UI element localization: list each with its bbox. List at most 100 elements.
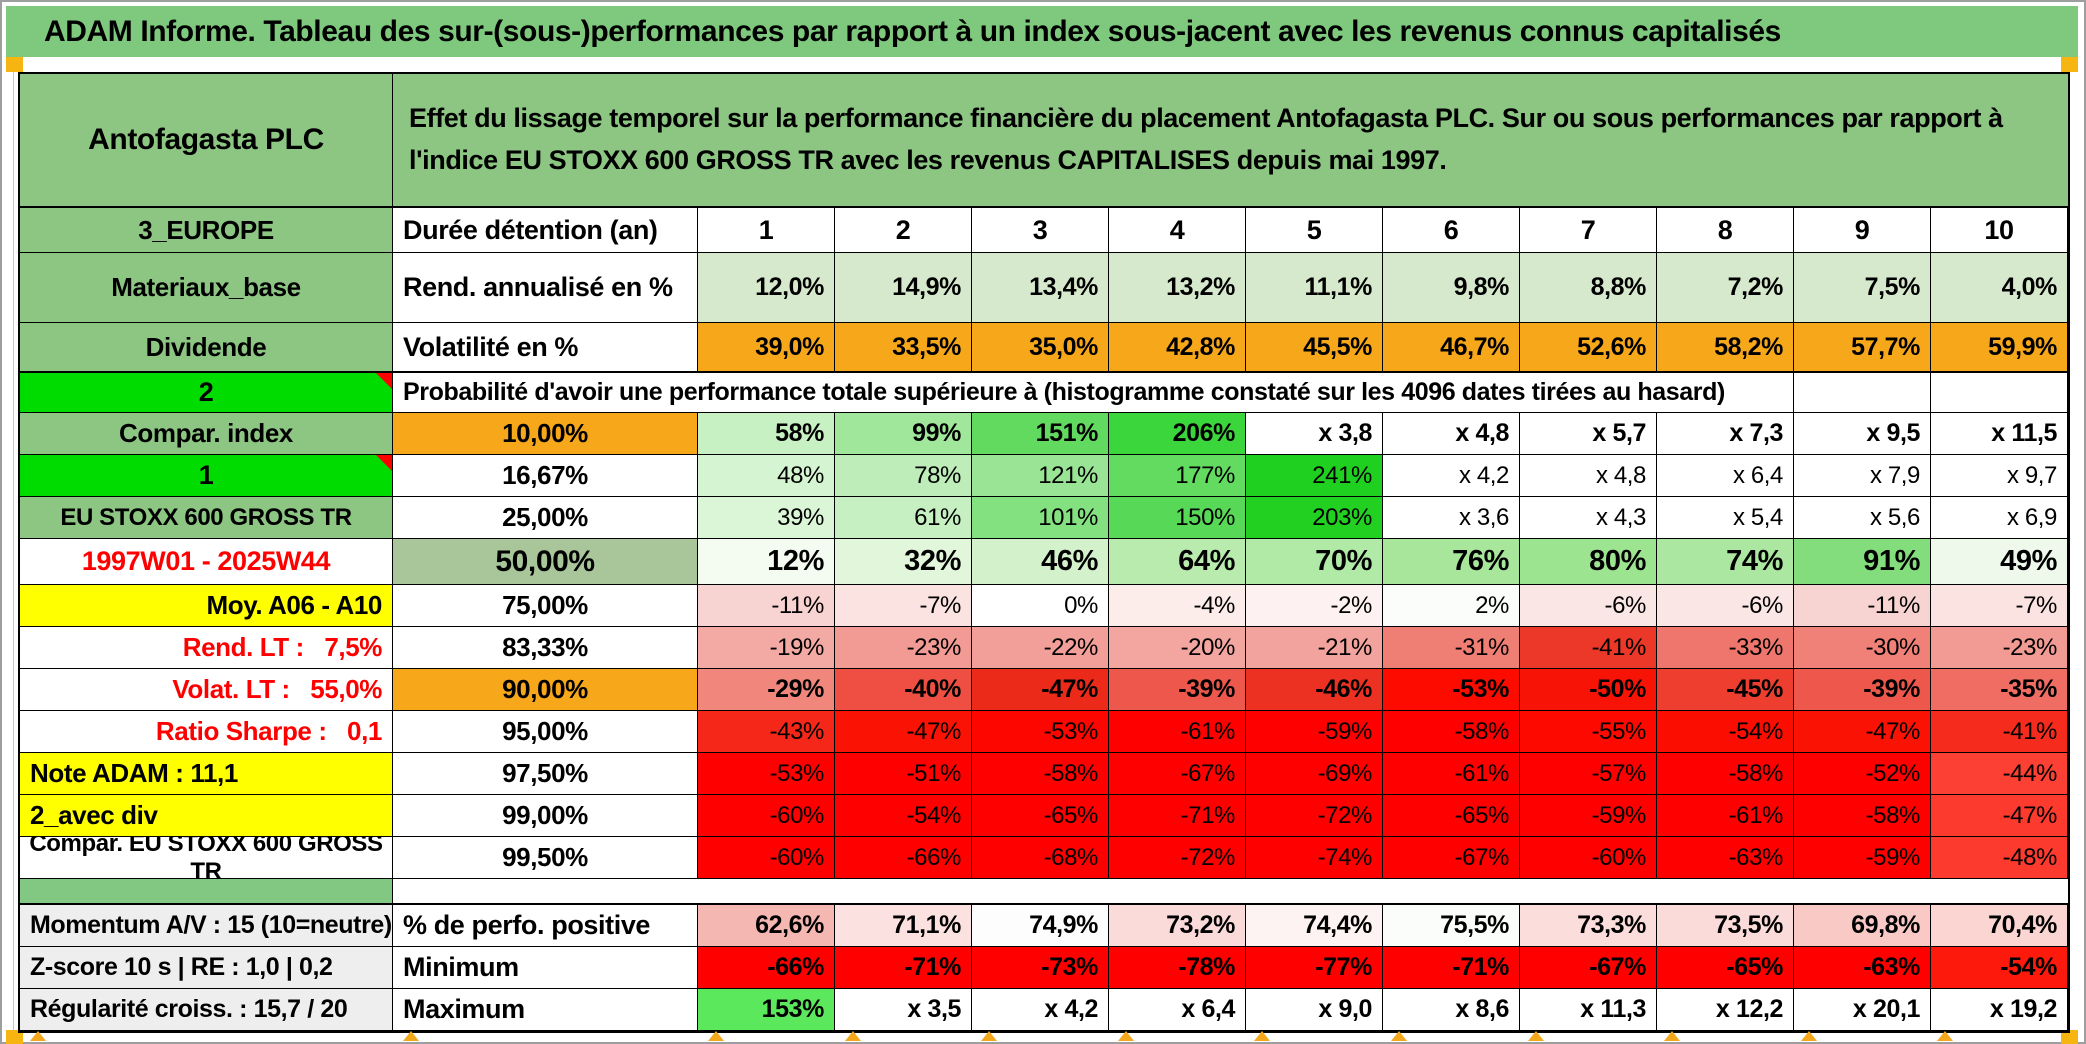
value-cell[interactable]: 12% [698, 539, 835, 585]
value-cell[interactable]: -61% [1383, 753, 1520, 795]
value-cell[interactable]: -29% [698, 669, 835, 711]
value-cell[interactable]: -72% [1246, 795, 1383, 837]
value-cell[interactable]: 7,2% [1657, 253, 1794, 323]
value-cell[interactable]: 13,4% [972, 253, 1109, 323]
row-label-cell[interactable]: 1997W01 - 2025W44 [20, 539, 393, 585]
value-cell[interactable]: x 5,7 [1520, 413, 1657, 455]
value-cell[interactable]: -60% [1520, 837, 1657, 879]
value-cell[interactable]: 9 [1794, 208, 1931, 253]
value-cell[interactable]: -74% [1246, 837, 1383, 879]
value-cell[interactable]: 64% [1109, 539, 1246, 585]
value-cell[interactable]: -58% [972, 753, 1109, 795]
value-cell[interactable]: 150% [1109, 497, 1246, 539]
value-cell[interactable]: -33% [1657, 627, 1794, 669]
value-cell[interactable]: 13,2% [1109, 253, 1246, 323]
value-cell[interactable]: 2 [835, 208, 972, 253]
value-cell[interactable]: 39% [698, 497, 835, 539]
value-cell[interactable]: -66% [698, 947, 835, 989]
value-cell[interactable]: 73,5% [1657, 905, 1794, 947]
row-label-cell[interactable]: Momentum A/V : 15 (10=neutre) [20, 905, 393, 947]
value-cell[interactable]: -53% [1383, 669, 1520, 711]
value-cell[interactable]: -63% [1657, 837, 1794, 879]
value-cell[interactable]: x 6,4 [1657, 455, 1794, 497]
value-cell[interactable]: -52% [1794, 753, 1931, 795]
row-label-cell[interactable]: Régularité croiss. : 15,7 / 20 [20, 989, 393, 1031]
value-cell[interactable]: x 5,6 [1794, 497, 1931, 539]
value-cell[interactable]: -4% [1109, 585, 1246, 627]
instrument-cell[interactable]: Antofagasta PLC [20, 74, 393, 208]
value-cell[interactable]: x 9,0 [1246, 989, 1383, 1031]
value-cell[interactable]: 33,5% [835, 323, 972, 373]
row-label-cell[interactable]: Note ADAM : 11,1 [20, 753, 393, 795]
row-header-cell[interactable]: 50,00% [393, 539, 698, 585]
value-cell[interactable]: x 12,2 [1657, 989, 1794, 1031]
value-cell[interactable]: 73,3% [1520, 905, 1657, 947]
row-header-cell[interactable]: 75,00% [393, 585, 698, 627]
value-cell[interactable]: -55% [1520, 711, 1657, 753]
value-cell[interactable]: -54% [1657, 711, 1794, 753]
value-cell[interactable]: -47% [1931, 795, 2068, 837]
value-cell[interactable]: 4 [1109, 208, 1246, 253]
value-cell[interactable]: -67% [1383, 837, 1520, 879]
value-cell[interactable]: -57% [1520, 753, 1657, 795]
value-cell[interactable]: 71,1% [835, 905, 972, 947]
row-label-cell[interactable]: Materiaux_base [20, 253, 393, 323]
value-cell[interactable]: -65% [1657, 947, 1794, 989]
value-cell[interactable]: x 4,8 [1520, 455, 1657, 497]
spacer-fill[interactable] [393, 879, 2068, 905]
value-cell[interactable]: -59% [1794, 837, 1931, 879]
value-cell[interactable]: 62,6% [698, 905, 835, 947]
value-cell[interactable]: -59% [1520, 795, 1657, 837]
value-cell[interactable]: 151% [972, 413, 1109, 455]
value-cell[interactable]: -65% [1383, 795, 1520, 837]
value-cell[interactable]: x 3,5 [835, 989, 972, 1031]
value-cell[interactable]: 203% [1246, 497, 1383, 539]
value-cell[interactable]: x 7,3 [1657, 413, 1794, 455]
value-cell[interactable]: x 20,1 [1794, 989, 1931, 1031]
value-cell[interactable]: 2% [1383, 585, 1520, 627]
value-cell[interactable]: -54% [835, 795, 972, 837]
value-cell[interactable]: -7% [835, 585, 972, 627]
value-cell[interactable]: 48% [698, 455, 835, 497]
row-header-cell[interactable]: 95,00% [393, 711, 698, 753]
value-cell[interactable]: -77% [1246, 947, 1383, 989]
value-cell[interactable]: 58% [698, 413, 835, 455]
row-header-cell[interactable]: 10,00% [393, 413, 698, 455]
row-header-cell[interactable]: 99,00% [393, 795, 698, 837]
value-cell[interactable]: 45,5% [1246, 323, 1383, 373]
value-cell[interactable]: 241% [1246, 455, 1383, 497]
value-cell[interactable]: -65% [972, 795, 1109, 837]
value-cell[interactable]: -68% [972, 837, 1109, 879]
value-cell[interactable]: 35,0% [972, 323, 1109, 373]
value-cell[interactable]: x 11,5 [1931, 413, 2068, 455]
value-cell[interactable]: x 4,2 [972, 989, 1109, 1031]
value-cell[interactable]: -11% [1794, 585, 1931, 627]
value-cell[interactable]: -73% [972, 947, 1109, 989]
row-label-cell[interactable]: Compar. EU STOXX 600 GROSS TR [20, 837, 393, 879]
value-cell[interactable]: 10 [1931, 208, 2068, 253]
spacer-cell[interactable] [20, 879, 393, 905]
value-cell[interactable]: -69% [1246, 753, 1383, 795]
row-label-cell[interactable]: Compar. index [20, 413, 393, 455]
row-label-cell[interactable]: Volat. LT : 55,0% [20, 669, 393, 711]
value-cell[interactable]: 0% [972, 585, 1109, 627]
value-cell[interactable]: -23% [835, 627, 972, 669]
value-cell[interactable]: 91% [1794, 539, 1931, 585]
value-cell[interactable]: -54% [1931, 947, 2068, 989]
value-cell[interactable]: x 7,9 [1794, 455, 1931, 497]
value-cell[interactable]: x 4,2 [1383, 455, 1520, 497]
value-cell[interactable]: x 8,6 [1383, 989, 1520, 1031]
value-cell[interactable]: -59% [1246, 711, 1383, 753]
value-cell[interactable]: x 11,3 [1520, 989, 1657, 1031]
value-cell[interactable]: 61% [835, 497, 972, 539]
value-cell[interactable]: 76% [1383, 539, 1520, 585]
value-cell[interactable]: -30% [1794, 627, 1931, 669]
value-cell[interactable]: x 19,2 [1931, 989, 2068, 1031]
value-cell[interactable]: 11,1% [1246, 253, 1383, 323]
value-cell[interactable]: 74% [1657, 539, 1794, 585]
row-label-cell[interactable]: Dividende [20, 323, 393, 373]
value-cell[interactable]: -63% [1794, 947, 1931, 989]
value-cell[interactable]: 75,5% [1383, 905, 1520, 947]
value-cell[interactable]: 6 [1383, 208, 1520, 253]
value-cell[interactable]: 46,7% [1383, 323, 1520, 373]
